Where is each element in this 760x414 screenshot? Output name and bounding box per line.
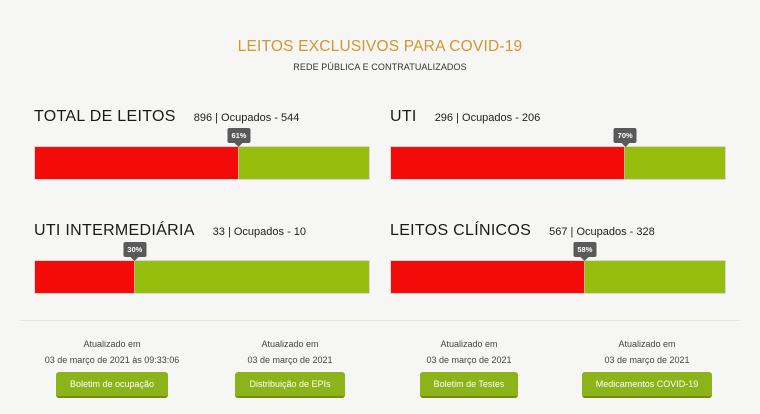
- distribuicao-epis-button[interactable]: Distribuição de EPIs: [235, 372, 345, 398]
- bar-occupied: [391, 147, 625, 179]
- footer-medicamentos: Atualizado em 03 de março de 2021 Medica…: [558, 336, 736, 398]
- percent-badge: 30%: [123, 242, 147, 261]
- footer-testes: Atualizado em 03 de março de 2021 Boleti…: [380, 336, 558, 398]
- bar-free: [390, 260, 726, 294]
- panel-label: LEITOS CLÍNICOS: [390, 222, 532, 239]
- updated-date: 03 de março de 2021: [426, 355, 512, 365]
- bar-occupied: [391, 261, 585, 293]
- panel-label: UTI: [390, 108, 417, 125]
- panel-stats: 567 | Ocupados - 328: [549, 226, 655, 238]
- updated-date: 03 de março de 2021: [604, 355, 690, 365]
- bar-occupied: [35, 261, 136, 293]
- updated-date: 03 de março de 2021 às 09:33:06: [44, 355, 180, 365]
- panel-label: TOTAL DE LEITOS: [34, 108, 176, 125]
- boletim-ocupacao-button[interactable]: Boletim de ocupação: [55, 372, 169, 398]
- boletim-testes-button[interactable]: Boletim de Testes: [419, 372, 519, 398]
- updated-label: Atualizado em: [261, 339, 319, 349]
- panel-label: UTI INTERMEDIÁRIA: [34, 222, 195, 239]
- section-divider: [20, 320, 740, 321]
- panel-stats: 33 | Ocupados - 10: [212, 226, 307, 238]
- percent-badge: 61%: [227, 128, 251, 147]
- footer-ocupacao: Atualizado em 03 de março de 2021 às 09:…: [23, 336, 201, 398]
- bar-occupied: [35, 147, 239, 179]
- page-header: LEITOS EXCLUSIVOS PARA COVID-19 REDE PÚB…: [0, 38, 760, 72]
- bar-free: [34, 260, 370, 294]
- percent-badge: 58%: [573, 242, 597, 261]
- panel-total-leitos: TOTAL DE LEITOS 896 | Ocupados - 544 61%: [34, 108, 370, 180]
- updated-label: Atualizado em: [440, 339, 498, 349]
- updated-label: Atualizado em: [618, 339, 676, 349]
- occupancy-bar: 70%: [390, 128, 726, 180]
- panel-leitos-clinicos: LEITOS CLÍNICOS 567 | Ocupados - 328 58%: [390, 222, 726, 294]
- panel-uti: UTI 296 | Ocupados - 206 70%: [390, 108, 726, 180]
- percent-badge: 70%: [613, 128, 637, 147]
- page-title: LEITOS EXCLUSIVOS PARA COVID-19: [237, 38, 523, 55]
- panel-uti-intermediaria: UTI INTERMEDIÁRIA 33 | Ocupados - 10 30%: [34, 222, 370, 294]
- updated-label: Atualizado em: [83, 339, 141, 349]
- medicamentos-covid-button[interactable]: Medicamentos COVID-19: [581, 372, 713, 398]
- panel-stats: 296 | Ocupados - 206: [434, 112, 541, 124]
- bar-free: [390, 146, 726, 180]
- updated-date: 03 de março de 2021: [247, 355, 333, 365]
- footer-epis: Atualizado em 03 de março de 2021 Distri…: [201, 336, 379, 398]
- occupancy-bar: 30%: [34, 242, 370, 294]
- panel-stats: 896 | Ocupados - 544: [193, 112, 300, 124]
- occupancy-bar: 58%: [390, 242, 726, 294]
- occupancy-bar: 61%: [34, 128, 370, 180]
- bar-free: [34, 146, 370, 180]
- page-subtitle: REDE PÚBLICA E CONTRATUALIZADOS: [293, 62, 467, 72]
